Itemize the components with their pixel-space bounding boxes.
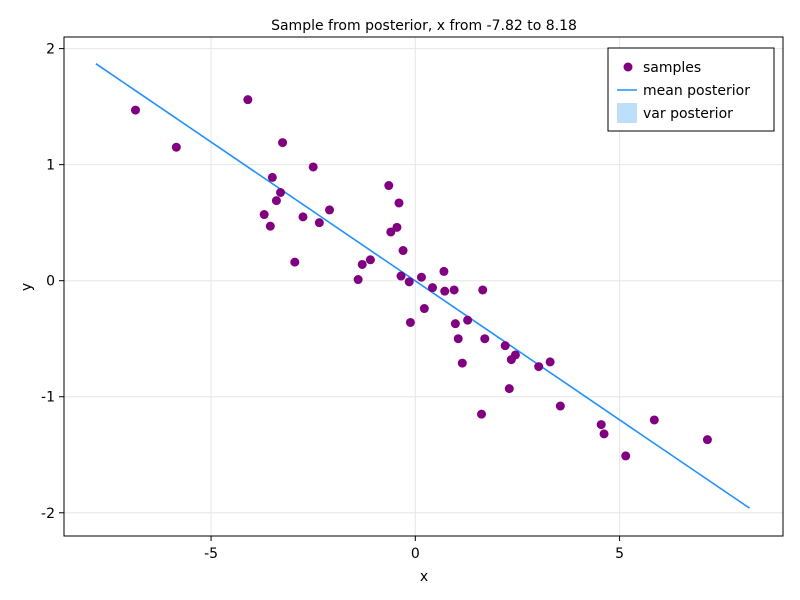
sample-point bbox=[353, 275, 363, 285]
sample-point bbox=[265, 221, 275, 231]
sample-point bbox=[504, 384, 514, 394]
sample-point bbox=[325, 205, 335, 215]
sample-point bbox=[278, 138, 288, 148]
sample-point bbox=[419, 304, 429, 314]
sample-point bbox=[357, 259, 367, 269]
x-tick-label: 5 bbox=[615, 546, 624, 562]
sample-point bbox=[267, 172, 277, 182]
sample-point bbox=[463, 315, 473, 325]
x-tick-label: 0 bbox=[411, 546, 420, 562]
x-axis-label: x bbox=[420, 569, 428, 585]
sample-point bbox=[534, 362, 544, 372]
sample-point bbox=[416, 272, 426, 282]
sample-point bbox=[314, 218, 324, 228]
sample-point bbox=[510, 350, 520, 360]
mean-posterior-line bbox=[95, 63, 750, 509]
sample-point bbox=[477, 409, 487, 419]
sample-point bbox=[396, 271, 406, 281]
sample-point bbox=[480, 334, 490, 344]
sample-point bbox=[171, 142, 181, 152]
chart-title: Sample from posterior, x from -7.82 to 8… bbox=[271, 18, 577, 34]
y-axis-label: y bbox=[19, 283, 35, 291]
sample-point bbox=[365, 255, 375, 265]
sample-point bbox=[384, 181, 394, 191]
sample-point bbox=[545, 357, 555, 367]
legend-marker-var bbox=[617, 103, 637, 123]
y-tick-label: 2 bbox=[46, 42, 55, 58]
sample-point bbox=[392, 222, 402, 232]
sample-point bbox=[298, 212, 308, 222]
sample-point bbox=[453, 334, 463, 344]
sample-point bbox=[130, 105, 140, 115]
x-tick-label: -5 bbox=[204, 546, 218, 562]
y-tick-label: 0 bbox=[46, 274, 55, 290]
sample-point bbox=[404, 277, 414, 287]
sample-point bbox=[596, 420, 606, 430]
sample-point bbox=[439, 266, 449, 276]
legend-marker-samples bbox=[623, 62, 633, 72]
sample-point bbox=[276, 188, 286, 198]
y-tick-label: 1 bbox=[46, 158, 55, 174]
sample-point bbox=[478, 285, 488, 295]
sample-point bbox=[405, 317, 415, 327]
sample-point bbox=[599, 429, 609, 439]
sample-point bbox=[394, 198, 404, 208]
sample-point bbox=[243, 95, 253, 105]
sample-point bbox=[702, 435, 712, 445]
sample-point bbox=[386, 227, 396, 237]
axis-ticks: -5 0 5 -2 -1 0 1 2 bbox=[41, 42, 624, 562]
sample-point bbox=[450, 319, 460, 329]
legend: samples mean posterior var posterior bbox=[607, 47, 775, 132]
samples-series bbox=[130, 95, 712, 461]
sample-point bbox=[440, 286, 450, 296]
legend-label-mean: mean posterior bbox=[643, 83, 750, 99]
sample-point bbox=[259, 210, 269, 220]
y-tick-label: -2 bbox=[41, 506, 55, 522]
legend-label-var: var posterior bbox=[643, 106, 733, 122]
mean-posterior-series bbox=[95, 63, 750, 509]
sample-point bbox=[555, 401, 565, 411]
plot-frame bbox=[63, 36, 784, 537]
sample-point bbox=[621, 451, 631, 461]
sample-point bbox=[308, 162, 318, 172]
sample-point bbox=[500, 341, 510, 351]
sample-point bbox=[427, 283, 437, 293]
sample-point bbox=[398, 246, 408, 256]
sample-point bbox=[290, 257, 300, 267]
sample-point bbox=[457, 358, 467, 368]
sample-point bbox=[271, 196, 281, 206]
sample-point bbox=[649, 415, 659, 425]
legend-label-samples: samples bbox=[643, 60, 701, 76]
y-tick-label: -1 bbox=[41, 390, 55, 406]
sample-point bbox=[449, 285, 459, 295]
